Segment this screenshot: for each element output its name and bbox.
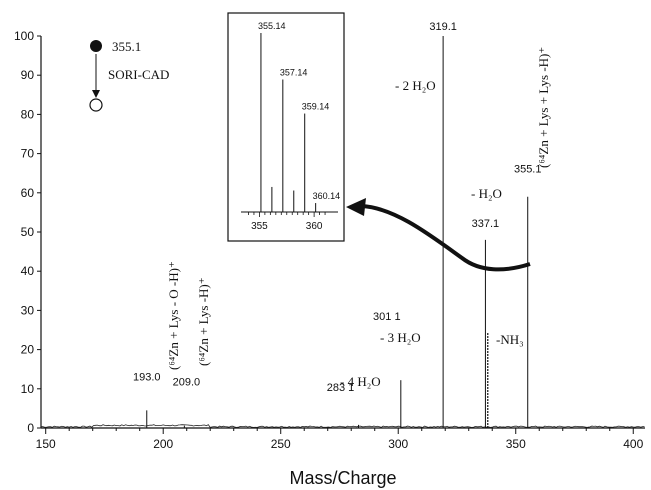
- y-tick-label: 40: [21, 264, 35, 278]
- peak-label: 301 1: [373, 311, 401, 323]
- y-tick-label: 30: [21, 303, 35, 317]
- annotation-zn-lys-o-h: (⁶⁴Zn + Lys - O -H)⁺: [166, 261, 181, 370]
- inset-frame: [227, 12, 345, 242]
- x-tick-label: 200: [153, 437, 173, 451]
- annotation-minus-4h2o: - 4 H₂O: [340, 374, 381, 389]
- parent-ion-marker: [90, 40, 102, 52]
- x-tick-label: 150: [36, 437, 56, 451]
- peak-labels: 193.0 209.0 283 1 301 1 319.1 337.1 355.1: [133, 21, 541, 394]
- x-axis-title: Mass/Charge: [289, 468, 396, 488]
- annotation-zn-lys-h: (⁶⁴Zn + Lys -H)⁺: [196, 277, 211, 366]
- annotation-minus-h2o: - H₂O: [471, 186, 502, 201]
- y-axis-ticks: 0 10 20 30 40 50 60 70 80 90 100: [14, 29, 41, 435]
- fragmentation-arrowhead: [92, 90, 100, 98]
- y-tick-label: 70: [21, 147, 35, 161]
- peak-label: 193.0: [133, 371, 161, 383]
- zoom-arrowhead: [346, 198, 366, 216]
- y-tick-label: 20: [21, 343, 35, 357]
- inset-x-ticks: 355 360: [248, 212, 326, 232]
- annotation-minus-nh3: -NH₃: [496, 332, 524, 347]
- y-tick-label: 90: [21, 68, 35, 82]
- peak-label: 355.1: [514, 164, 542, 176]
- peak-label: 319.1: [429, 21, 457, 33]
- y-tick-label: 0: [27, 421, 34, 435]
- zoom-arrow: [361, 204, 531, 272]
- baseline-noise: [40, 424, 645, 428]
- annotation-minus-3h2o: - 3 H₂O: [380, 330, 421, 345]
- y-tick-label: 10: [21, 382, 35, 396]
- x-tick-label: 350: [506, 437, 526, 451]
- inset-peak-label: 357.14: [280, 68, 308, 78]
- y-tick-label: 60: [21, 186, 35, 200]
- method-label: SORI-CAD: [108, 67, 169, 82]
- inset-peaks: [260, 33, 317, 212]
- annotation-minus-2h2o: - 2 H₂O: [395, 78, 436, 93]
- y-tick-label: 50: [21, 225, 35, 239]
- x-tick-label: 250: [271, 437, 291, 451]
- x-tick-label: 300: [388, 437, 408, 451]
- inset-peak-label: 359.14: [302, 102, 330, 112]
- annotation-parent-complex: (⁶⁴Zn + Lys + Lys -H)⁺: [536, 47, 551, 168]
- inset-peak-labels: 355.14 357.14 359.14 360.14: [258, 21, 340, 201]
- x-tick-label: 400: [623, 437, 643, 451]
- inset-x-tick-label: 360: [306, 221, 323, 232]
- y-tick-label: 100: [14, 29, 34, 43]
- inset-peak-label: 360.14: [313, 191, 341, 201]
- fragment-ion-marker: [89, 98, 103, 112]
- peak-label: 283 1: [327, 382, 355, 394]
- inset-peak-label: 355.14: [258, 21, 286, 31]
- spectrum-peaks: [146, 36, 529, 428]
- y-tick-label: 80: [21, 107, 35, 121]
- inset-x-tick-label: 355: [251, 221, 268, 232]
- parent-ion-label: 355.1: [112, 39, 141, 54]
- peak-label: 209.0: [173, 377, 201, 389]
- x-axis-ticks: 150 200 250 300 350 400: [36, 428, 644, 451]
- peak-label: 337.1: [472, 218, 500, 230]
